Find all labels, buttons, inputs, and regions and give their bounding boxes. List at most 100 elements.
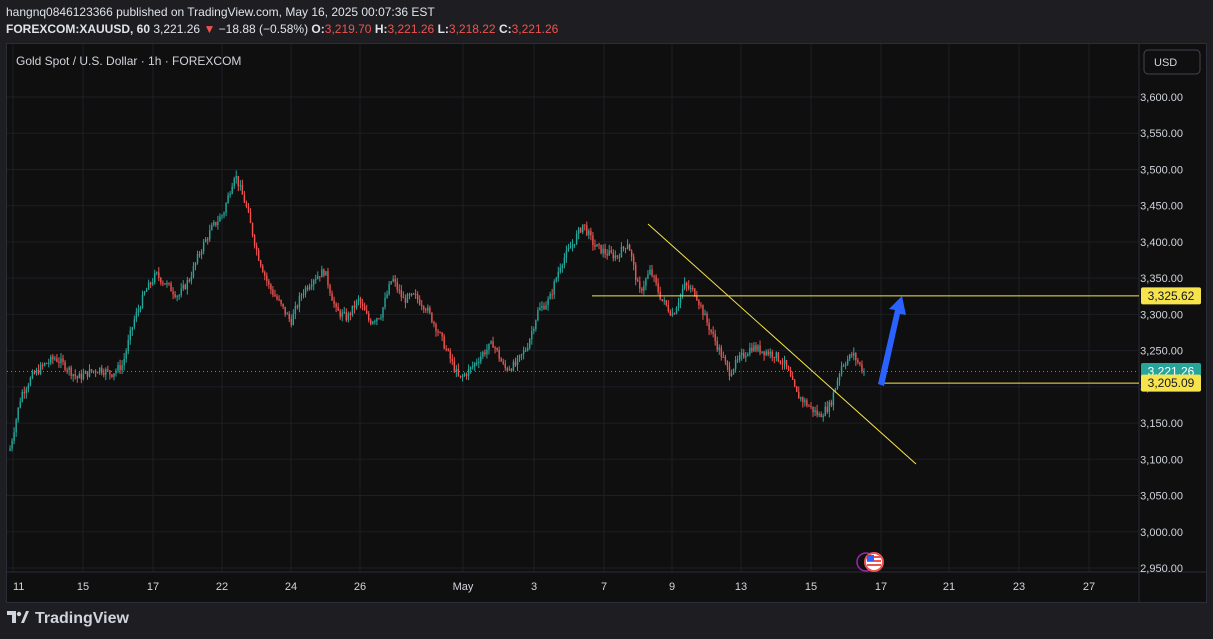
candle-body — [245, 202, 248, 207]
candle-body — [775, 352, 778, 359]
candle-body — [45, 363, 48, 365]
candle-body — [802, 397, 804, 403]
up-arrow-icon[interactable] — [878, 296, 906, 386]
candle-body — [237, 175, 239, 187]
candle-body — [48, 362, 50, 364]
x-tick-label: 9 — [669, 581, 675, 593]
candle-body — [480, 356, 482, 362]
candle-body — [667, 304, 670, 312]
drawings[interactable] — [7, 223, 1139, 465]
candle-body — [262, 266, 264, 273]
candle-body — [176, 296, 178, 298]
candle-body — [431, 312, 433, 323]
candle-body — [145, 289, 148, 292]
candle-body — [355, 300, 358, 308]
candle-body — [321, 269, 323, 278]
candle-body — [270, 284, 272, 290]
candle-body — [298, 296, 301, 308]
candle-body — [327, 271, 329, 286]
candle-body — [233, 178, 235, 187]
candle-body — [486, 349, 488, 355]
symbol-name[interactable]: FOREXCOM:XAUUSD, 60 — [6, 22, 151, 36]
candle-body — [164, 283, 166, 285]
candle-body — [259, 260, 262, 267]
candle-body — [482, 352, 484, 357]
candle-body — [500, 358, 502, 362]
candle-body — [280, 300, 282, 304]
tradingview-logo[interactable]: TradingView — [7, 610, 129, 628]
candle-body — [107, 369, 109, 371]
candle-body — [785, 360, 788, 367]
price-axis[interactable]: 3,600.00 3,550.00 3,500.00 3,450.00 3,400.00… — [1140, 92, 1183, 575]
candle-body — [211, 225, 213, 231]
candle-body — [514, 361, 517, 366]
candle-body — [264, 272, 266, 276]
candle-body — [339, 310, 341, 317]
candle-body — [465, 374, 468, 376]
candle-body — [649, 269, 651, 275]
downtrend-line[interactable] — [647, 223, 917, 465]
candle-body — [849, 354, 851, 360]
candle-body — [160, 277, 162, 283]
candle-body — [402, 297, 405, 299]
candle-body — [577, 228, 580, 234]
candle-body — [139, 307, 142, 310]
candle-body — [814, 410, 816, 413]
candle-body — [861, 364, 863, 372]
candle-body — [806, 400, 808, 406]
candle-body — [635, 264, 637, 281]
candle-body — [135, 312, 138, 320]
chart-frame[interactable]: 3,600.00 3,550.00 3,500.00 3,450.00 3,400.00… — [6, 43, 1207, 603]
candle-body — [78, 373, 81, 379]
candle-body — [757, 345, 759, 351]
candle-body — [343, 312, 345, 314]
candle-body — [469, 367, 472, 369]
candle-body — [13, 432, 15, 441]
candle-body — [414, 293, 417, 295]
candle-body — [35, 369, 38, 374]
time-axis[interactable]: 11 15 17 22 24 26 May 3 7 9 13 15 17 21 23 27 — [13, 581, 1095, 593]
candle-body — [830, 402, 833, 406]
candle-body — [494, 347, 496, 349]
candle-body — [541, 305, 543, 308]
candle-body — [535, 320, 537, 329]
candle-body — [555, 278, 557, 282]
candle-body — [618, 256, 621, 258]
candle-body — [429, 307, 431, 313]
candle-body — [681, 288, 684, 295]
candle-body — [518, 355, 521, 358]
candle-body — [378, 318, 380, 320]
candle-body — [276, 296, 278, 300]
candle-body — [365, 310, 368, 314]
candle-body — [147, 282, 150, 290]
candle-body — [19, 401, 21, 408]
candle-body — [255, 245, 258, 251]
currency-button-label[interactable]: USD — [1154, 57, 1177, 69]
candle-body — [162, 282, 164, 284]
event-markers[interactable] — [856, 552, 884, 572]
candle-body — [529, 339, 531, 348]
y-tick-label: 2,950.00 — [1140, 563, 1183, 575]
candle-body — [131, 327, 134, 331]
candle-body — [223, 212, 225, 216]
candle-body — [698, 300, 700, 305]
y-tick-label: 3,050.00 — [1140, 491, 1183, 503]
candle-body — [824, 406, 826, 416]
candle-body — [506, 368, 509, 371]
x-tick-label: 13 — [735, 581, 747, 593]
down-triangle-icon: ▼ — [203, 22, 216, 36]
support-price-tag — [1141, 374, 1201, 392]
candle-body — [290, 318, 292, 325]
currency-button[interactable] — [1143, 49, 1201, 75]
candle-body — [272, 289, 274, 295]
candle-body — [851, 354, 853, 356]
candle-body — [592, 235, 594, 246]
resistance-price-tag — [1141, 287, 1201, 305]
candle-body — [239, 184, 242, 187]
candle-body — [561, 265, 564, 268]
candle-body — [174, 294, 176, 298]
candlestick-chart[interactable]: 3,600.00 3,550.00 3,500.00 3,450.00 3,400.00… — [7, 44, 1206, 602]
candle-body — [111, 374, 113, 377]
candle-body — [675, 308, 678, 314]
candle-body — [657, 283, 659, 292]
